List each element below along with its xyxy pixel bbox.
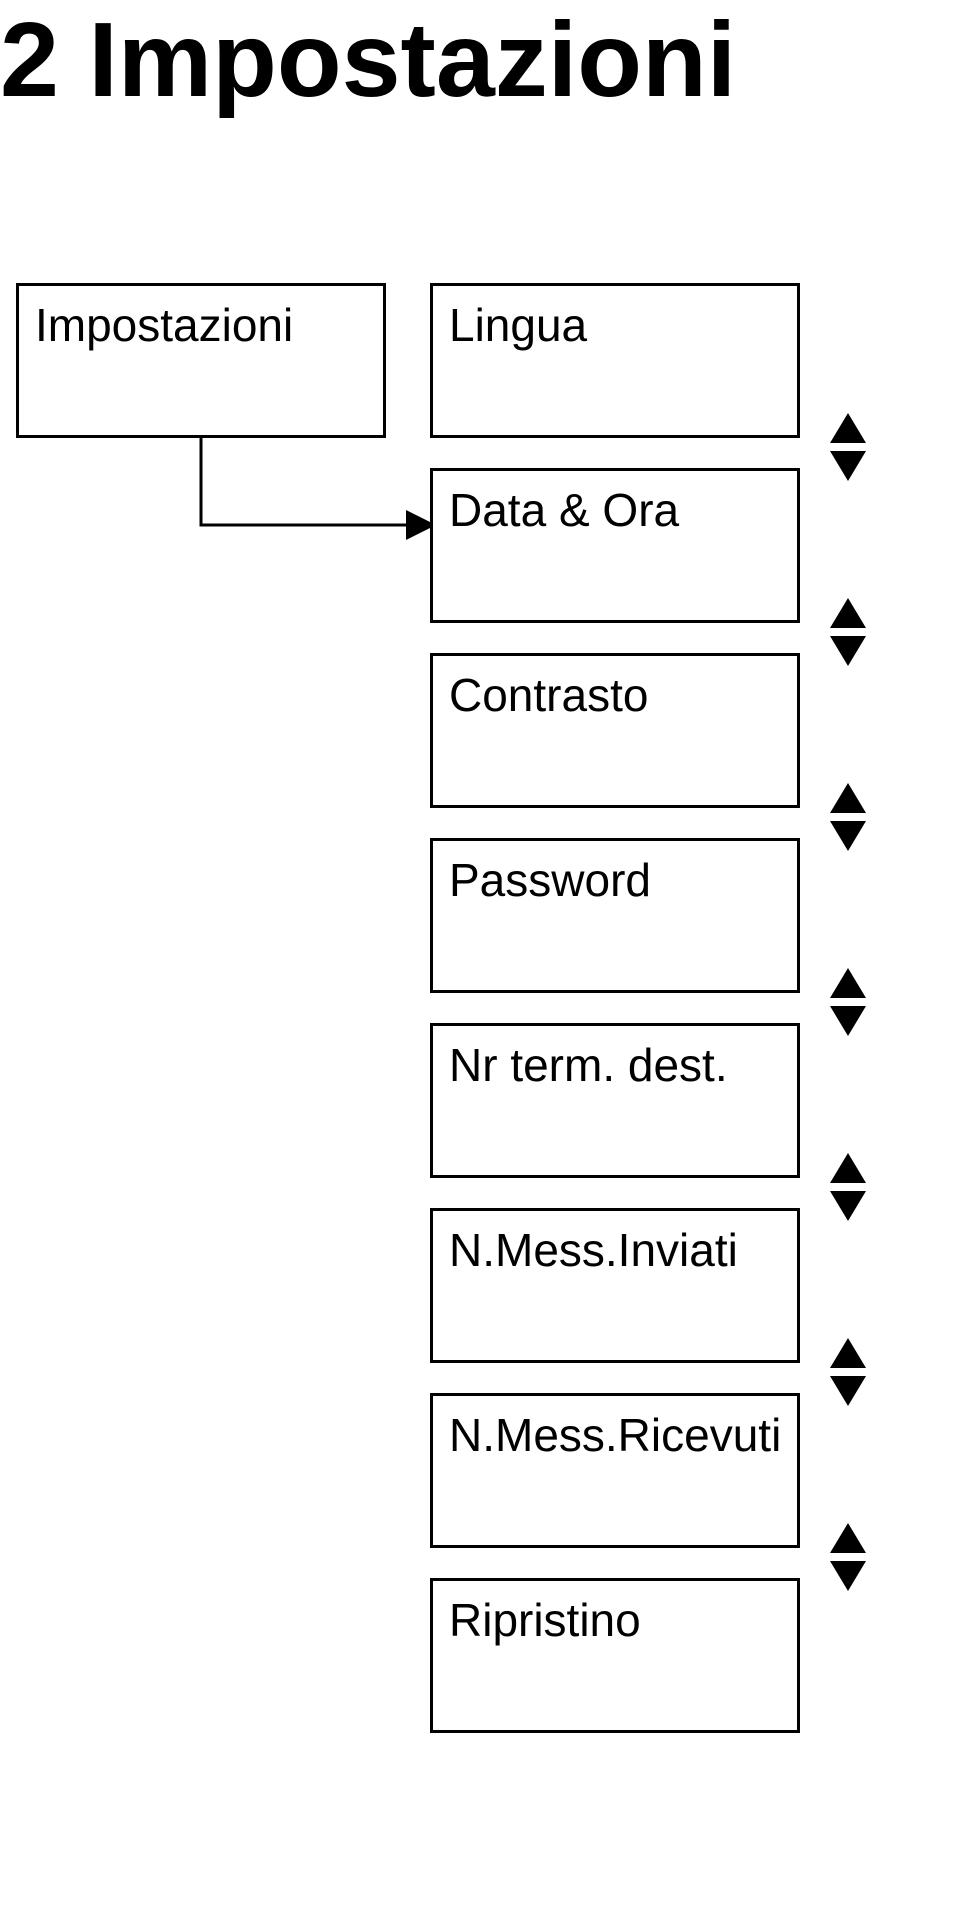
menu-box-label-7: Ripristino — [449, 1593, 781, 1647]
scroll-arrow-up-icon — [830, 783, 866, 813]
menu-box-4: Nr term. dest. — [430, 1023, 800, 1178]
connector-arrow — [191, 438, 450, 570]
root-box-impostazioni: Impostazioni — [16, 283, 386, 438]
menu-box-3: Password — [430, 838, 800, 993]
scroll-arrow-down-icon — [830, 636, 866, 666]
menu-box-label-3: Password — [449, 853, 781, 907]
menu-box-label-1: Data & Ora — [449, 483, 781, 537]
menu-box-2: Contrasto — [430, 653, 800, 808]
scroll-arrow-up-icon — [830, 1523, 866, 1553]
menu-box-1: Data & Ora — [430, 468, 800, 623]
menu-box-7: Ripristino — [430, 1578, 800, 1733]
scroll-arrow-down-icon — [830, 451, 866, 481]
page-title: 2 Impostazioni — [0, 0, 736, 121]
menu-box-label-4: Nr term. dest. — [449, 1038, 781, 1092]
scroll-arrow-down-icon — [830, 1191, 866, 1221]
scroll-arrow-up-icon — [830, 413, 866, 443]
menu-box-label-0: Lingua — [449, 298, 781, 352]
scroll-arrow-down-icon — [830, 821, 866, 851]
root-box-label: Impostazioni — [35, 298, 367, 352]
scroll-arrow-up-icon — [830, 598, 866, 628]
scroll-arrow-up-icon — [830, 1338, 866, 1368]
menu-box-label-6: N.Mess.Ricevuti — [449, 1408, 781, 1462]
menu-box-6: N.Mess.Ricevuti — [430, 1393, 800, 1548]
menu-box-label-5: N.Mess.Inviati — [449, 1223, 781, 1277]
menu-box-label-2: Contrasto — [449, 668, 781, 722]
menu-box-0: Lingua — [430, 283, 800, 438]
scroll-arrow-up-icon — [830, 1153, 866, 1183]
scroll-arrow-down-icon — [830, 1376, 866, 1406]
scroll-arrow-down-icon — [830, 1006, 866, 1036]
scroll-arrow-up-icon — [830, 968, 866, 998]
menu-box-5: N.Mess.Inviati — [430, 1208, 800, 1363]
scroll-arrow-down-icon — [830, 1561, 866, 1591]
